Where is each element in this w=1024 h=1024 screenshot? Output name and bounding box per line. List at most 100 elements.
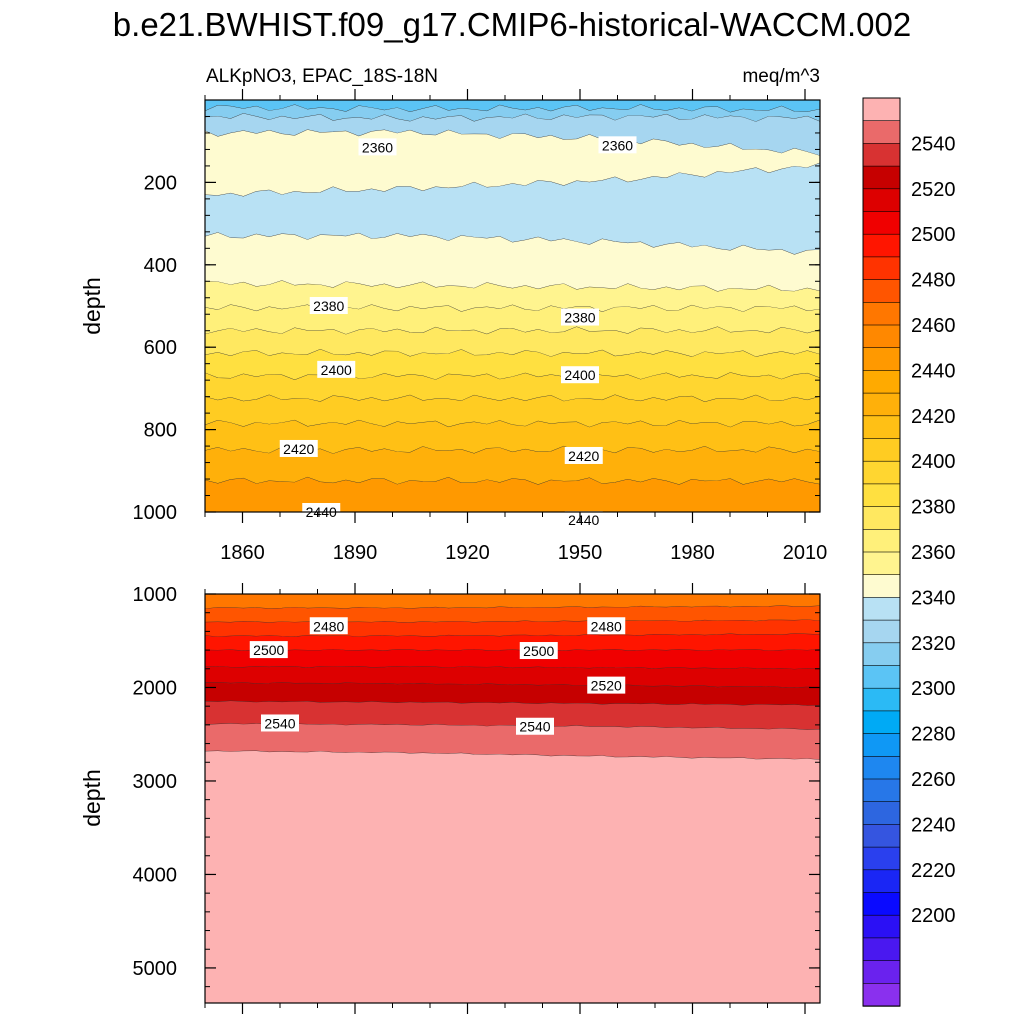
upper-depth-axis-label: depth [79,277,105,335]
upper-contour-band [205,280,820,312]
colorbar-swatch [862,801,901,826]
contour-label-box [309,297,348,314]
colorbar-swatch [862,528,901,553]
lower-contour-band [205,666,820,688]
contour-label-box [564,511,603,529]
upper-x-axis: 1860 1890 1920 1950 1980 2010 [204,89,828,564]
y-tick-label: 4000 [133,864,178,886]
x-tick-label: 2010 [783,542,828,564]
colorbar-swatch [862,460,901,485]
contour-label-box [561,366,599,384]
colorbar-label: 2480 [911,270,956,292]
upper-contour-label: 2400 [561,366,599,384]
contour-label-text: 2420 [568,448,599,464]
contour-label-box [519,642,558,660]
contour-label-text: 2500 [253,642,284,658]
colorbar-label: 2340 [911,587,956,609]
x-tick-label: 1920 [445,542,490,564]
colorbar-label: 2420 [911,406,956,428]
colorbar-swatch [862,551,901,576]
lower-contour-band [205,619,820,637]
contour-label-text: 2400 [564,367,595,383]
contour-label-box [598,136,637,154]
colorbar-swatch [862,120,901,145]
lower-contour-label: 2480 [587,617,626,635]
colorbar-label: 2240 [911,814,956,836]
upper-contour-band [205,394,820,428]
colorbar-swatch [862,892,901,916]
contour-label-text: 2500 [523,643,554,659]
colorbar-swatch [862,143,901,167]
colorbar-label: 2540 [911,133,956,155]
upper-contour-band [205,420,820,454]
lower-contour-band [205,701,820,730]
colorbar-swatch [862,597,901,621]
lower-contour-label: 2540 [261,714,299,732]
y-tick-label: 5000 [133,958,178,980]
colorbar-label: 2440 [911,360,956,382]
y-tick-label: 400 [144,255,177,277]
colorbar-swatch [862,778,901,803]
upper-contour-band [205,113,820,156]
colorbar-label: 2520 [911,179,956,201]
colorbar-swatch [862,392,901,417]
variable-region-label: ALKpNO3, EPAC_18S-18N [206,66,438,87]
lower-y-axis: 1000 2000 3000 4000 5000 [133,584,820,988]
colorbar-swatch [862,619,901,644]
contour-label-box [358,138,397,156]
upper-plot-frame [204,99,821,513]
colorbar-swatches [862,97,901,1007]
upper-contour-label: 2360 [358,138,397,156]
colorbar-swatch [862,370,901,394]
colorbar-swatch [862,733,901,757]
colorbar-swatch [862,982,901,1007]
contour-label-box [587,617,626,635]
colorbar-frame [862,97,901,1007]
y-tick-label: 3000 [133,771,178,793]
contour-label-text: 2540 [519,719,550,735]
colorbar-swatch [862,211,901,235]
contour-label-text: 2360 [362,139,393,155]
contour-label-box [317,360,356,378]
colorbar-swatch [862,960,901,984]
upper-y-axis: 200 400 600 800 1000 [133,99,820,524]
colorbar-swatch [862,165,901,190]
x-tick-label: 1890 [333,542,378,564]
units-label: meq/m^3 [742,66,820,87]
lower-contour-label: 2500 [249,641,288,659]
contour-label-text: 2480 [591,618,622,634]
colorbar-label: 2500 [911,224,956,246]
contour-label-text: 2380 [564,310,595,326]
colorbar-swatch [862,256,901,281]
upper-contour-band [205,304,820,335]
colorbar-label: 2300 [911,678,956,700]
colorbar-swatch [862,233,901,258]
x-tick-label: 1950 [558,542,603,564]
lower-depth-axis-label: depth [79,769,105,827]
colorbar-label: 2320 [911,633,956,655]
colorbar-swatch [862,710,901,735]
colorbar-labels: 2540 2520 2500 2480 2460 2440 2420 2400 2380 2360… [911,133,956,927]
colorbar-swatch [862,914,901,939]
contour-label-text: 2380 [313,298,344,314]
contour-label-box [564,446,603,464]
lower-plot-frame [204,593,821,1004]
upper-contour-band [205,100,820,113]
x-tick-label: 1980 [670,542,715,564]
contour-label-text: 2540 [264,715,295,731]
y-tick-label: 600 [144,337,177,359]
contour-label-text: 2400 [321,362,352,378]
colorbar-swatch [862,642,901,667]
upper-contour-label: 2400 [317,360,356,378]
upper-contour-band [205,372,820,402]
colorbar-swatch [862,869,901,894]
contour-label-box [261,714,299,732]
lower-contour-label: 2520 [587,676,626,694]
contour-label-box [516,717,554,735]
upper-contour-band [205,163,820,255]
y-tick-label: 1000 [133,584,178,606]
colorbar-swatch [862,438,901,462]
contour-label-box [561,308,599,326]
colorbar-swatch [862,937,901,962]
